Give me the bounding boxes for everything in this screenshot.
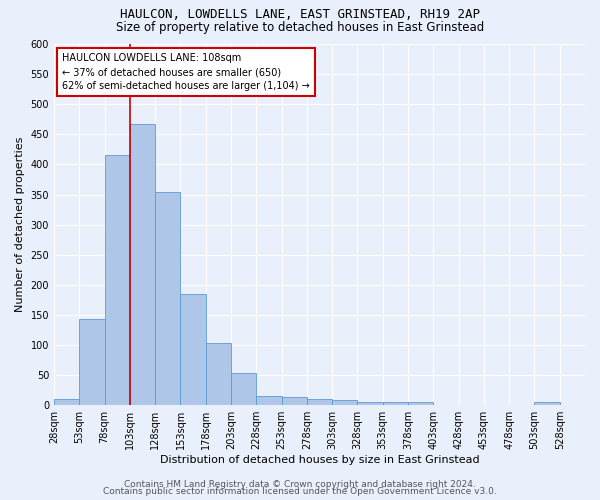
Bar (358, 402, 383, 405)
Text: Contains public sector information licensed under the Open Government Licence v3: Contains public sector information licen… (103, 487, 497, 496)
X-axis label: Distribution of detached houses by size in East Grinstead: Distribution of detached houses by size … (160, 455, 479, 465)
Text: HAULCON, LOWDELLS LANE, EAST GRINSTEAD, RH19 2AP: HAULCON, LOWDELLS LANE, EAST GRINSTEAD, … (120, 8, 480, 20)
Text: Contains HM Land Registry data © Crown copyright and database right 2024.: Contains HM Land Registry data © Crown c… (124, 480, 476, 489)
Bar (79, 319, 104, 405)
Y-axis label: Number of detached properties: Number of detached properties (15, 137, 25, 312)
Bar (104, 156, 130, 405)
Bar (281, 397, 307, 405)
Bar (155, 192, 181, 405)
Bar (206, 343, 231, 405)
Text: HAULCON LOWDELLS LANE: 108sqm
← 37% of detached houses are smaller (650)
62% of : HAULCON LOWDELLS LANE: 108sqm ← 37% of d… (62, 53, 310, 91)
Bar (408, 402, 433, 405)
Bar (130, 124, 155, 405)
Bar (307, 398, 332, 405)
Text: Size of property relative to detached houses in East Grinstead: Size of property relative to detached ho… (116, 21, 484, 34)
Bar (332, 400, 358, 405)
Bar (54, 399, 79, 405)
Bar (256, 396, 281, 405)
Bar (181, 294, 206, 405)
Bar (231, 372, 256, 405)
Bar (383, 402, 408, 405)
Bar (535, 402, 560, 405)
